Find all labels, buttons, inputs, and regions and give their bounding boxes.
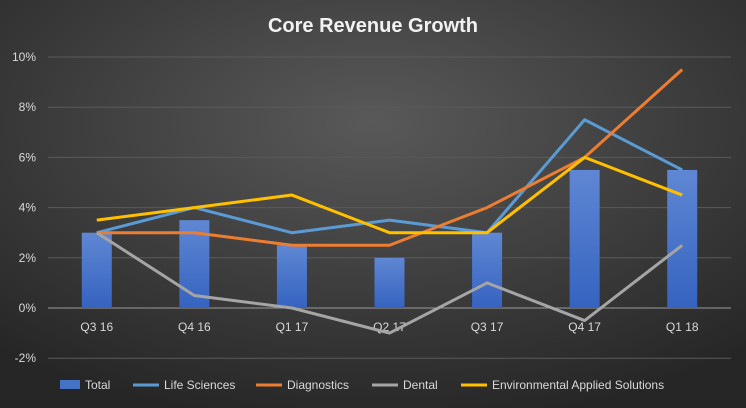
y-axis-ticks: -2% 0% 2% 4% 6% 8% 10% [12, 50, 36, 365]
line-environmental-applied-solutions [96, 155, 683, 235]
bars-total [81, 169, 698, 308]
legend-label: Diagnostics [287, 378, 349, 392]
legend-label: Total [85, 378, 110, 392]
legend: Total Life Sciences Diagnostics Dental Envir… [60, 378, 664, 392]
x-tick-label: Q1 18 [666, 320, 699, 334]
bar-total [374, 257, 405, 308]
y-tick-label: 4% [19, 201, 37, 215]
legend-label: Environmental Applied Solutions [492, 378, 664, 392]
y-tick-label: 6% [19, 150, 37, 164]
y-tick-label: 2% [19, 251, 37, 265]
x-tick-label: Q4 16 [178, 320, 211, 334]
y-tick-label: -2% [15, 351, 37, 365]
x-tick-label: Q4 17 [568, 320, 601, 334]
y-tick-label: 8% [19, 100, 37, 114]
legend-label: Dental [403, 378, 438, 392]
x-tick-label: Q3 17 [471, 320, 504, 334]
series-lines [95, 68, 684, 335]
bar-total [472, 232, 503, 308]
line-dental [95, 231, 684, 335]
bar-total [667, 169, 698, 308]
y-tick-label: 10% [12, 50, 36, 64]
chart-title: Core Revenue Growth [268, 15, 478, 37]
x-tick-label: Q1 17 [276, 320, 309, 334]
legend-label: Life Sciences [164, 378, 235, 392]
bar-total [81, 232, 112, 308]
bar-total [276, 245, 307, 308]
legend-swatch [60, 380, 80, 389]
y-tick-label: 0% [19, 301, 37, 315]
x-tick-label: Q3 16 [80, 320, 113, 334]
bar-total [569, 169, 600, 308]
